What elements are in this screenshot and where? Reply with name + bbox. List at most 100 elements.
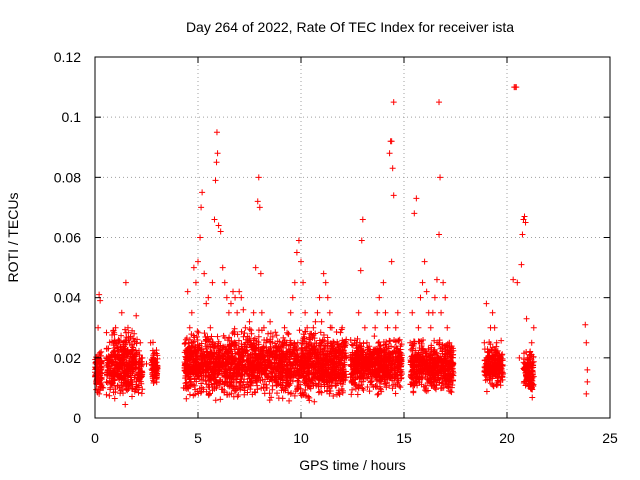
- data-point: [496, 358, 503, 365]
- data-point: [215, 353, 222, 360]
- data-point: [235, 391, 242, 398]
- data-point: [287, 309, 294, 316]
- data-point: [386, 337, 393, 344]
- data-point: [329, 376, 336, 383]
- data-point: [106, 363, 113, 370]
- data-point: [239, 345, 246, 352]
- data-point: [129, 327, 136, 334]
- data-point: [279, 367, 286, 374]
- data-point: [371, 368, 378, 375]
- data-point: [335, 369, 342, 376]
- data-point: [493, 339, 500, 346]
- data-point: [411, 210, 418, 217]
- data-point: [139, 354, 146, 361]
- data-point: [123, 329, 130, 336]
- data-point: [392, 339, 399, 346]
- data-point: [191, 375, 198, 382]
- data-point: [328, 324, 335, 331]
- data-point: [194, 336, 201, 343]
- data-point: [349, 386, 356, 393]
- data-point: [584, 378, 591, 385]
- data-point: [202, 373, 209, 380]
- data-point: [418, 349, 425, 356]
- data-point: [183, 395, 190, 402]
- data-point: [225, 309, 232, 316]
- data-point: [112, 324, 119, 331]
- data-point: [300, 279, 307, 286]
- data-point: [214, 150, 221, 157]
- data-point: [415, 324, 422, 331]
- data-point: [343, 354, 350, 361]
- data-point: [117, 369, 124, 376]
- data-point: [416, 345, 423, 352]
- data-point: [110, 339, 117, 346]
- data-point: [315, 342, 322, 349]
- data-point: [137, 368, 144, 375]
- data-point: [274, 390, 281, 397]
- data-point: [182, 339, 189, 346]
- data-point: [188, 350, 195, 357]
- data-point: [194, 328, 201, 335]
- data-point: [362, 363, 369, 370]
- data-point: [252, 353, 259, 360]
- data-point: [444, 340, 451, 347]
- data-point: [439, 360, 446, 367]
- data-point: [431, 365, 438, 372]
- data-point: [108, 378, 115, 385]
- data-point: [215, 380, 222, 387]
- data-point: [95, 324, 102, 331]
- data-point: [113, 342, 120, 349]
- data-point: [393, 371, 400, 378]
- x-tick-label: 5: [194, 430, 202, 446]
- data-point: [348, 391, 355, 398]
- data-point: [254, 372, 261, 379]
- data-point: [424, 366, 431, 373]
- data-point: [483, 372, 490, 379]
- data-point: [253, 337, 260, 344]
- data-point: [349, 369, 356, 376]
- data-point: [336, 348, 343, 355]
- data-point: [201, 270, 208, 277]
- data-point: [436, 337, 443, 344]
- data-point: [149, 369, 156, 376]
- data-point: [244, 339, 251, 346]
- data-point: [357, 267, 364, 274]
- data-point: [329, 369, 336, 376]
- data-point: [231, 363, 238, 370]
- data-point: [115, 338, 122, 345]
- data-point: [183, 379, 190, 386]
- data-point: [182, 374, 189, 381]
- data-point: [124, 387, 131, 394]
- data-point: [392, 370, 399, 377]
- data-point: [305, 356, 312, 363]
- data-point: [187, 368, 194, 375]
- data-point: [442, 367, 449, 374]
- data-point: [228, 390, 235, 397]
- data-point: [277, 354, 284, 361]
- data-point: [431, 294, 438, 301]
- data-point: [284, 362, 291, 369]
- data-point: [419, 362, 426, 369]
- data-point: [356, 382, 363, 389]
- data-point: [383, 371, 390, 378]
- data-point: [138, 363, 145, 370]
- data-point: [434, 370, 441, 377]
- data-point: [495, 354, 502, 361]
- data-point: [322, 279, 329, 286]
- data-point: [230, 288, 237, 295]
- data-point: [211, 374, 218, 381]
- data-point: [364, 367, 371, 374]
- data-point: [255, 375, 262, 382]
- data-point: [129, 350, 136, 357]
- data-point: [206, 376, 213, 383]
- data-point: [423, 349, 430, 356]
- data-point: [212, 397, 219, 404]
- data-point: [409, 366, 416, 373]
- x-tick-label: 0: [91, 430, 99, 446]
- data-point: [201, 330, 208, 337]
- data-point: [376, 377, 383, 384]
- data-point: [413, 195, 420, 202]
- data-point: [493, 380, 500, 386]
- data-point: [197, 366, 204, 373]
- data-point: [268, 368, 275, 375]
